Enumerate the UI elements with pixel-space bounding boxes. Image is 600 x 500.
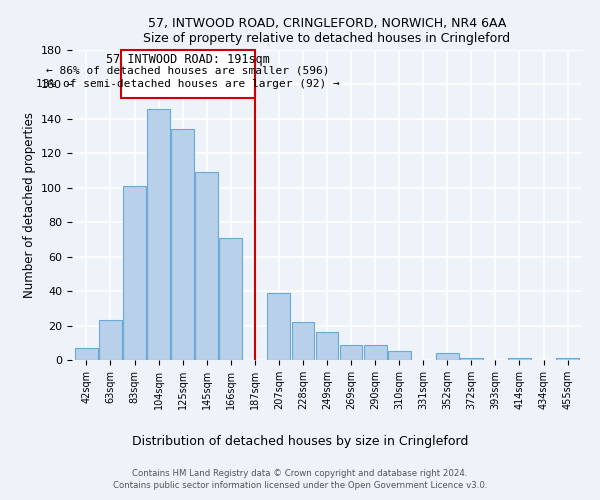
Bar xyxy=(508,358,531,360)
Text: ← 86% of detached houses are smaller (596): ← 86% of detached houses are smaller (59… xyxy=(46,66,330,76)
Bar xyxy=(171,129,194,360)
Bar xyxy=(268,293,290,360)
FancyBboxPatch shape xyxy=(121,50,255,98)
Bar xyxy=(75,348,98,360)
Bar xyxy=(364,344,386,360)
Bar xyxy=(99,320,122,360)
Bar xyxy=(147,108,170,360)
Bar xyxy=(460,358,483,360)
Bar xyxy=(316,332,338,360)
Bar xyxy=(436,353,459,360)
Bar xyxy=(220,238,242,360)
Bar xyxy=(292,322,314,360)
Bar xyxy=(195,172,218,360)
Bar xyxy=(340,344,362,360)
Bar xyxy=(388,352,410,360)
Y-axis label: Number of detached properties: Number of detached properties xyxy=(23,112,35,298)
Bar xyxy=(123,186,146,360)
Text: 13% of semi-detached houses are larger (92) →: 13% of semi-detached houses are larger (… xyxy=(36,80,340,90)
Title: 57, INTWOOD ROAD, CRINGLEFORD, NORWICH, NR4 6AA
Size of property relative to det: 57, INTWOOD ROAD, CRINGLEFORD, NORWICH, … xyxy=(143,16,511,44)
Bar xyxy=(556,358,579,360)
Text: 57 INTWOOD ROAD: 191sqm: 57 INTWOOD ROAD: 191sqm xyxy=(106,52,270,66)
Text: Contains HM Land Registry data © Crown copyright and database right 2024.
Contai: Contains HM Land Registry data © Crown c… xyxy=(113,468,487,490)
Text: Distribution of detached houses by size in Cringleford: Distribution of detached houses by size … xyxy=(132,435,468,448)
